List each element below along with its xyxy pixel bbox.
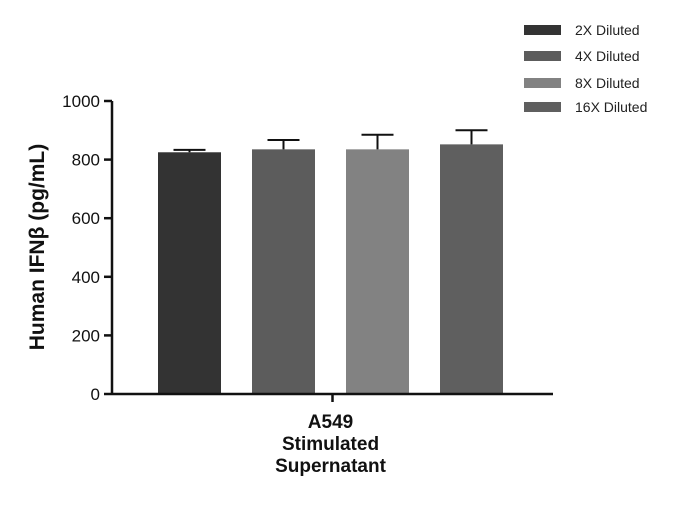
y-tick-label: 800	[72, 151, 100, 170]
y-tick-label: 1000	[62, 92, 100, 111]
y-tick-label: 400	[72, 268, 100, 287]
y-tick-label: 200	[72, 326, 100, 345]
legend-swatch	[524, 102, 561, 112]
legend-label: 2X Diluted	[575, 22, 640, 38]
y-axis-ticks: 0 200 400 600 800 1000	[62, 92, 112, 404]
bar-16x-diluted	[440, 144, 503, 394]
bar-4x-diluted	[252, 149, 315, 394]
y-tick-label: 0	[91, 385, 100, 404]
category-label-line: Supernatant	[275, 456, 387, 477]
legend-swatch	[524, 51, 561, 61]
y-tick-label: 600	[72, 209, 100, 228]
legend-swatch	[524, 25, 561, 35]
legend: 2X Diluted 4X Diluted 8X Diluted 16X Dilute…	[524, 22, 647, 115]
category-label-line: A549	[308, 412, 353, 433]
bar-8x-diluted	[346, 149, 409, 394]
y-axis-title: Human IFNβ (pg/mL)	[26, 144, 49, 350]
plot-area	[110, 101, 553, 402]
legend-swatch	[524, 78, 561, 88]
category-label-line: Stimulated	[282, 434, 379, 455]
legend-label: 16X Diluted	[575, 99, 647, 115]
legend-label: 8X Diluted	[575, 75, 640, 91]
legend-label: 4X Diluted	[575, 48, 640, 64]
bar-2x-diluted	[158, 152, 221, 394]
